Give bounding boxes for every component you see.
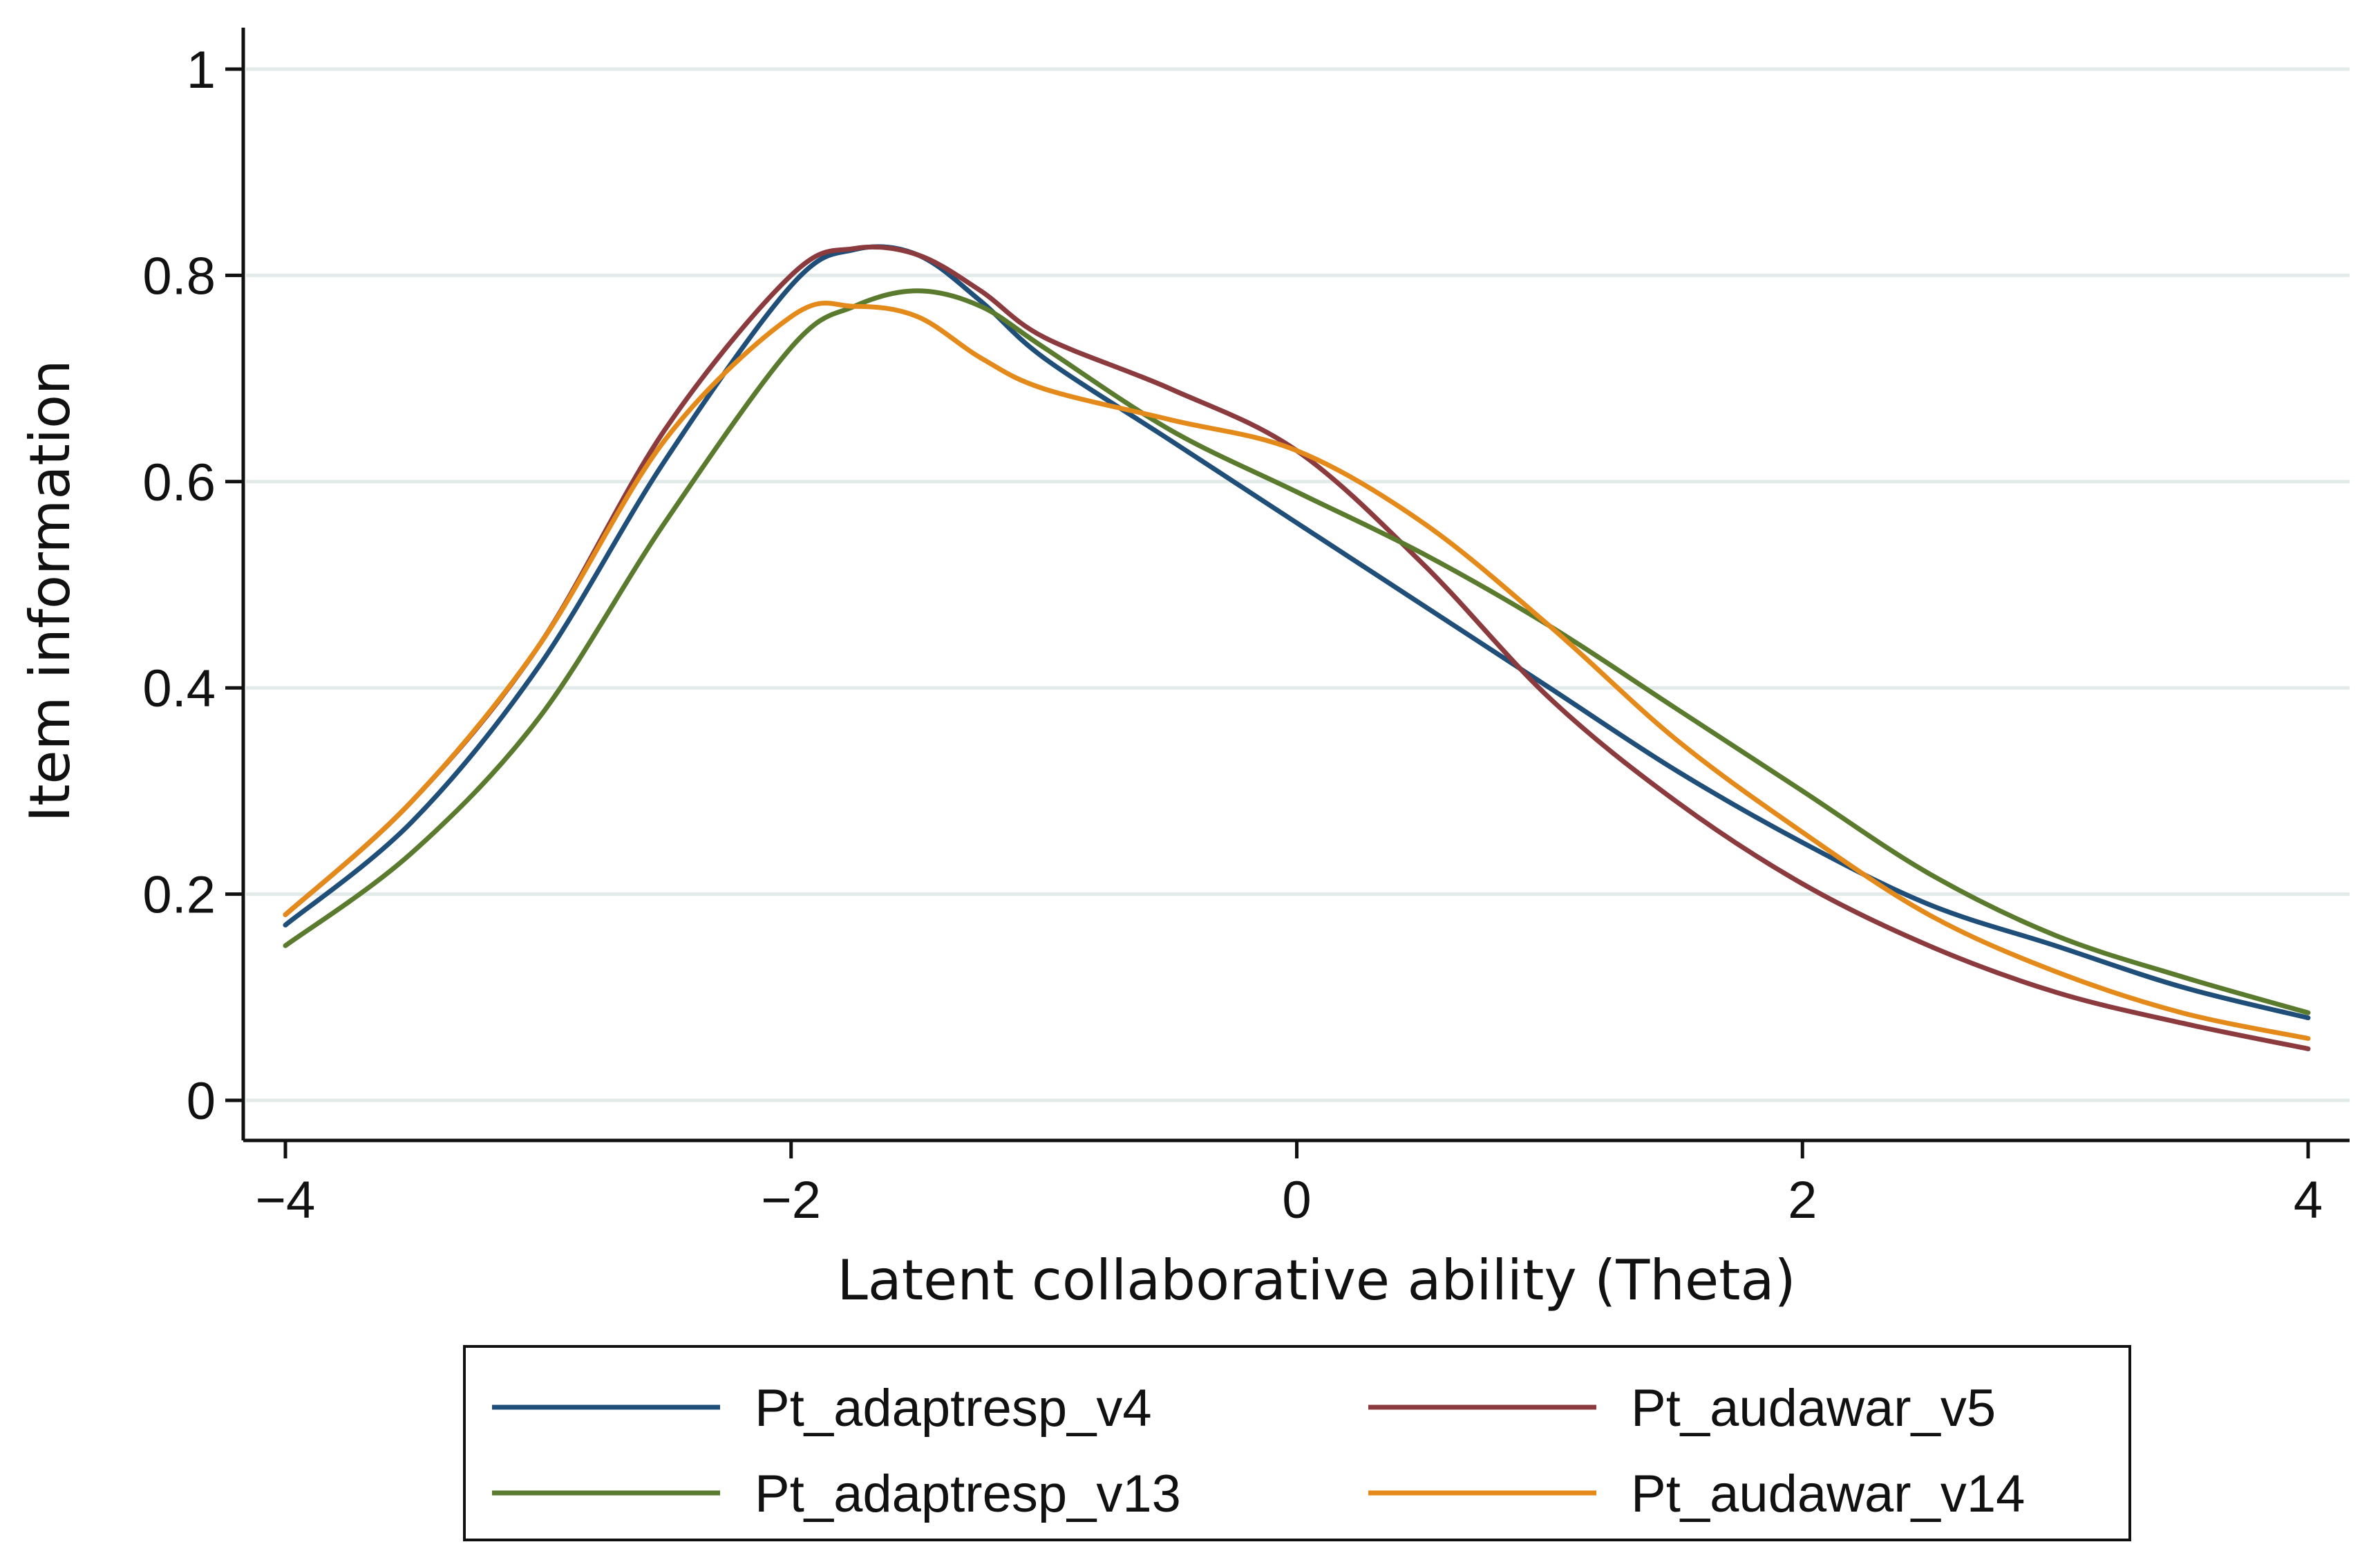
y-tick-label-4: 0.8 (142, 247, 216, 306)
x-tick-label-2: 0 (1282, 1171, 1311, 1230)
y-axis-title: Item information (18, 359, 82, 822)
series-line-Pt_audawar_v14 (283, 301, 2311, 1041)
legend-box (463, 1345, 2131, 1541)
legend-label-Pt_audawar_v14: Pt_audawar_v14 (1631, 1465, 2025, 1523)
y-tick-label-5: 1 (187, 41, 216, 100)
legend-label-Pt_adaptresp_v13: Pt_adaptresp_v13 (755, 1465, 1181, 1523)
legend-label-Pt_adaptresp_v4: Pt_adaptresp_v4 (755, 1379, 1152, 1438)
series-lines (283, 244, 2311, 1051)
x-tick-label-0: −4 (256, 1171, 316, 1230)
x-axis-title: Latent collaborative ability (Theta) (837, 1248, 1796, 1313)
y-tick-label-1: 0.2 (142, 866, 216, 925)
legend-label-Pt_audawar_v5: Pt_audawar_v5 (1631, 1379, 1996, 1438)
x-tick-label-4: 4 (2294, 1171, 2323, 1230)
series-line-Pt_adaptresp_v4 (283, 244, 2311, 1021)
legend: Pt_adaptresp_v4 Pt_audawar_v5 Pt_adaptresp… (463, 1345, 2131, 1541)
y-tick-label-0: 0 (187, 1072, 216, 1131)
tick-marks-and-labels: 0 0.2 0.4 0.6 0.8 1 −4 −2 0 2 4 (142, 41, 2323, 1230)
y-tick-label-3: 0.6 (142, 453, 216, 512)
gridlines (246, 67, 2350, 1102)
x-tick-label-3: 2 (1788, 1171, 1817, 1230)
series-line-Pt_adaptresp_v13 (283, 288, 2311, 1015)
y-tick-label-2: 0.4 (142, 659, 216, 718)
x-tick-label-1: −2 (761, 1171, 821, 1230)
legend-items: Pt_adaptresp_v4 Pt_audawar_v5 Pt_adaptresp… (492, 1379, 2025, 1523)
